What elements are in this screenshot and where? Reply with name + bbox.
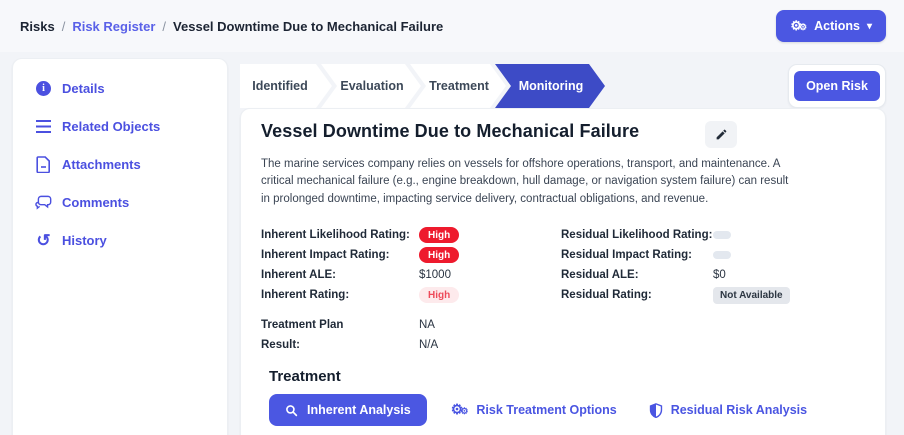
inherent-likelihood-row: Inherent Likelihood Rating: High	[261, 227, 561, 244]
inherent-impact-row: Inherent Impact Rating: High	[261, 247, 561, 264]
pencil-icon	[716, 129, 726, 140]
sidebar-item-comments[interactable]: Comments	[35, 183, 227, 221]
breadcrumb-risks: Risks	[20, 18, 55, 34]
page-title: Vessel Downtime Due to Mechanical Failur…	[261, 121, 640, 141]
step-label: Treatment	[429, 79, 489, 93]
status-badge: High	[419, 247, 460, 264]
sidebar-item-label: Comments	[62, 194, 130, 210]
tab-risk-treatment-options[interactable]: ⚙⚙ Risk Treatment Options	[443, 397, 625, 423]
inherent-rating-row: Inherent Rating: High	[261, 287, 561, 304]
inherent-ale-row: Inherent ALE: $1000	[261, 269, 451, 282]
breadcrumb-risk-register-link[interactable]: Risk Register	[72, 18, 156, 34]
step-label: Evaluation	[340, 79, 404, 93]
breadcrumb-separator: /	[61, 18, 66, 34]
ratings-grid: Inherent Likelihood Rating: High Inheren…	[261, 227, 865, 304]
residual-ale-row: Residual ALE: $0	[561, 269, 726, 282]
treatment-plan-row: Treatment Plan NA	[261, 319, 435, 332]
breadcrumb-separator: /	[162, 18, 167, 34]
empty-value-pill	[713, 231, 731, 240]
sidebar-item-label: Related Objects	[62, 118, 161, 134]
breadcrumb-current-risk: Vessel Downtime Due to Mechanical Failur…	[173, 18, 444, 34]
edit-risk-button[interactable]	[705, 121, 737, 148]
actions-button[interactable]: ⚙⚙ Actions ▾	[776, 10, 886, 42]
list-icon	[35, 118, 52, 135]
residual-impact-row: Residual Impact Rating:	[561, 248, 790, 262]
tab-label: Risk Treatment Options	[476, 403, 617, 418]
step-monitoring-active[interactable]: Monitoring	[495, 64, 605, 108]
step-label: Monitoring	[518, 79, 584, 93]
treatment-section-heading: Treatment	[269, 368, 341, 386]
open-risk-container: Open Risk	[788, 64, 886, 108]
gears-icon: ⚙⚙	[790, 17, 808, 33]
document-icon	[35, 155, 52, 173]
comments-icon	[35, 194, 52, 211]
residual-likelihood-row: Residual Likelihood Rating:	[561, 228, 790, 242]
step-treatment[interactable]: Treatment	[410, 64, 506, 108]
open-risk-button[interactable]: Open Risk	[794, 71, 880, 101]
info-icon: i	[35, 80, 52, 97]
sidebar-item-attachments[interactable]: Attachments	[35, 145, 227, 183]
sidebar-item-related-objects[interactable]: Related Objects	[35, 107, 227, 145]
step-identified[interactable]: Identified	[240, 64, 332, 108]
history-icon: ↺	[36, 230, 51, 250]
result-row: Result: N/A	[261, 339, 439, 352]
top-bar: Risks / Risk Register / Vessel Downtime …	[0, 0, 904, 52]
treatment-plan-rows: Treatment Plan NA Result: N/A	[261, 318, 865, 352]
status-badge: High	[419, 287, 460, 304]
status-badge: High	[419, 227, 460, 244]
step-evaluation[interactable]: Evaluation	[321, 64, 421, 108]
tab-inherent-analysis[interactable]: Inherent Analysis	[269, 394, 427, 427]
search-icon	[286, 404, 298, 417]
chevron-down-icon: ▾	[866, 20, 872, 32]
gears-icon: ⚙⚙	[450, 401, 469, 418]
sidebar-item-details[interactable]: i Details	[35, 69, 227, 107]
sidebar: i Details Related Objects Attachments Co…	[12, 58, 228, 435]
risk-description: The marine services company relies on ve…	[261, 158, 789, 205]
tab-residual-risk-analysis[interactable]: Residual Risk Analysis	[641, 397, 815, 424]
treatment-tabs: Inherent Analysis ⚙⚙ Risk Treatment Opti…	[261, 394, 865, 427]
shield-icon	[649, 403, 662, 418]
workflow-stepper: Identified Evaluation Treatment Monitori…	[240, 64, 605, 108]
sidebar-item-history[interactable]: ↺ History	[35, 221, 227, 259]
residual-rating-row: Residual Rating: Not Available	[561, 286, 790, 304]
breadcrumb: Risks / Risk Register / Vessel Downtime …	[20, 19, 443, 34]
tab-label: Inherent Analysis	[307, 403, 411, 418]
actions-button-label: Actions	[814, 19, 860, 33]
tab-label: Residual Risk Analysis	[670, 403, 808, 418]
sidebar-item-label: Attachments	[62, 156, 141, 172]
risk-detail-card: Vessel Downtime Due to Mechanical Failur…	[240, 108, 886, 435]
status-badge: Not Available	[713, 286, 790, 304]
step-label: Identified	[252, 79, 308, 93]
sidebar-item-label: History	[62, 232, 107, 248]
empty-value-pill	[713, 251, 731, 260]
sidebar-item-label: Details	[62, 80, 105, 96]
